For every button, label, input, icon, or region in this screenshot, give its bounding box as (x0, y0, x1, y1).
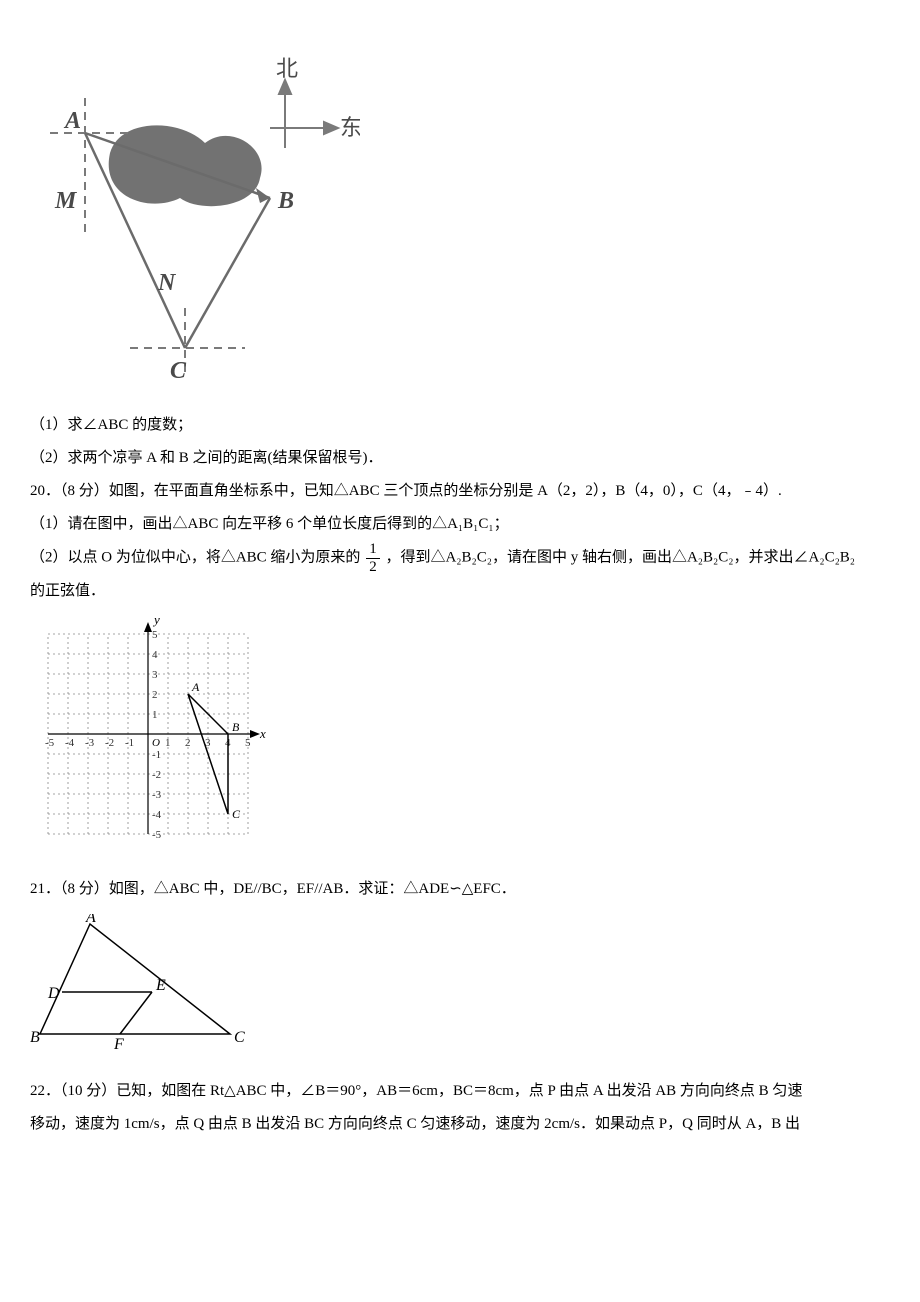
fig3-C: C (234, 1029, 245, 1046)
q20-stem: 20．（8 分）如图，在平面直角坐标系中，已知△ABC 三个顶点的坐标分别是 A… (30, 475, 890, 508)
svg-text:O: O (152, 737, 160, 749)
svg-text:‑3: ‑3 (152, 789, 162, 801)
svg-text:1: 1 (165, 737, 171, 749)
grid-svg: ‑5‑5‑4‑4‑3‑3‑2‑2‑1‑11122334455OxyABC (30, 616, 266, 852)
svg-text:‑2: ‑2 (152, 769, 161, 781)
q21-stem: 21．（8 分）如图，△ABC 中，DE//BC，EF//AB．求证：△ADE∽… (30, 873, 890, 906)
q20-part2-prefix: （2）以点 O 为位似中心，将△ABC 缩小为原来的 (30, 549, 360, 565)
fig3-lines (40, 924, 230, 1034)
q21-stem-text: 21．（8 分）如图，△ABC 中，DE//BC，EF//AB．求证：△ADE∽… (30, 881, 516, 897)
compass-east-label: 东 (340, 115, 360, 140)
q20-part2-line2-text: 的正弦值． (30, 583, 105, 599)
q20-part2-suffix: ，得到△A₂B₂C₂，请在图中 y 轴右侧，画出△A₂B₂C₂，并求出∠A₂C₂… (385, 549, 855, 565)
svg-text:2: 2 (152, 689, 158, 701)
fraction-half: 1 2 (366, 541, 380, 575)
svg-text:‑4: ‑4 (65, 737, 75, 749)
q20-part2-line2: 的正弦值． (30, 575, 890, 608)
blob-shape (109, 125, 262, 206)
fig3-B: B (30, 1029, 40, 1046)
fig3-F: F (113, 1036, 124, 1053)
svg-text:A: A (191, 680, 200, 694)
figure-triangle-defc: A B C D E F (30, 914, 890, 1067)
svg-text:B: B (232, 720, 240, 734)
svg-text:‑2: ‑2 (105, 737, 114, 749)
q-fig1-part1-text: （1）求∠ABC 的度数； (30, 417, 192, 433)
q20-part1-text: （1）请在图中，画出△ABC 向左平移 6 个单位长度后得到的△A₁B₁C₁； (30, 516, 509, 532)
frac-num: 1 (366, 541, 380, 559)
label-N: N (157, 270, 177, 296)
svg-text:C: C (232, 807, 241, 821)
svg-text:3: 3 (152, 669, 158, 681)
q22-line1-text: 22．（10 分）已知，如图在 Rt△ABC 中，∠B＝90°，AB＝6cm，B… (30, 1083, 802, 1099)
label-C: C (170, 358, 187, 384)
compass-icon (270, 80, 338, 148)
svg-text:‑5: ‑5 (45, 737, 55, 749)
q20-part1: （1）请在图中，画出△ABC 向左平移 6 个单位长度后得到的△A₁B₁C₁； (30, 508, 890, 541)
compass-north-label: 北 (276, 56, 298, 81)
q22-line1: 22．（10 分）已知，如图在 Rt△ABC 中，∠B＝90°，AB＝6cm，B… (30, 1075, 890, 1108)
label-B: B (277, 188, 294, 214)
fig3-svg: A B C D E F (30, 914, 250, 1054)
fig3-D: D (47, 985, 60, 1002)
label-M: M (54, 188, 78, 214)
q-fig1-part2-text: （2）求两个凉亭 A 和 B 之间的距离(结果保留根号)． (30, 450, 383, 466)
figure-coordinate-grid: ‑5‑5‑4‑4‑3‑3‑2‑2‑1‑11122334455OxyABC (30, 616, 890, 865)
svg-text:5: 5 (245, 737, 251, 749)
svg-text:‑1: ‑1 (152, 749, 161, 761)
svg-text:‑3: ‑3 (85, 737, 95, 749)
q-fig1-part2: （2）求两个凉亭 A 和 B 之间的距离(结果保留根号)． (30, 442, 890, 475)
q22-line2: 移动，速度为 1cm/s，点 Q 由点 B 出发沿 BC 方向向终点 C 匀速移… (30, 1108, 890, 1141)
q22-line2-text: 移动，速度为 1cm/s，点 Q 由点 B 出发沿 BC 方向向终点 C 匀速移… (30, 1116, 800, 1132)
svg-text:y: y (152, 616, 160, 627)
q20-part2: （2）以点 O 为位似中心，将△ABC 缩小为原来的 1 2 ，得到△A₂B₂C… (30, 541, 890, 575)
svg-text:‑5: ‑5 (152, 829, 162, 841)
figure-compass-triangle: 北 东 A B C M N (30, 28, 890, 401)
fig1-svg: 北 东 A B C M N (30, 28, 360, 388)
frac-den: 2 (366, 559, 380, 576)
svg-text:2: 2 (185, 737, 191, 749)
svg-text:4: 4 (152, 649, 158, 661)
q-fig1-part1: （1）求∠ABC 的度数； (30, 409, 890, 442)
svg-text:x: x (259, 726, 266, 741)
label-A: A (63, 108, 81, 134)
svg-text:1: 1 (152, 709, 158, 721)
fig3-A: A (85, 914, 96, 926)
svg-text:‑1: ‑1 (125, 737, 134, 749)
svg-text:5: 5 (152, 629, 158, 641)
q20-stem-text: 20．（8 分）如图，在平面直角坐标系中，已知△ABC 三个顶点的坐标分别是 A… (30, 483, 782, 499)
svg-text:‑4: ‑4 (152, 809, 162, 821)
fig3-E: E (155, 977, 166, 994)
